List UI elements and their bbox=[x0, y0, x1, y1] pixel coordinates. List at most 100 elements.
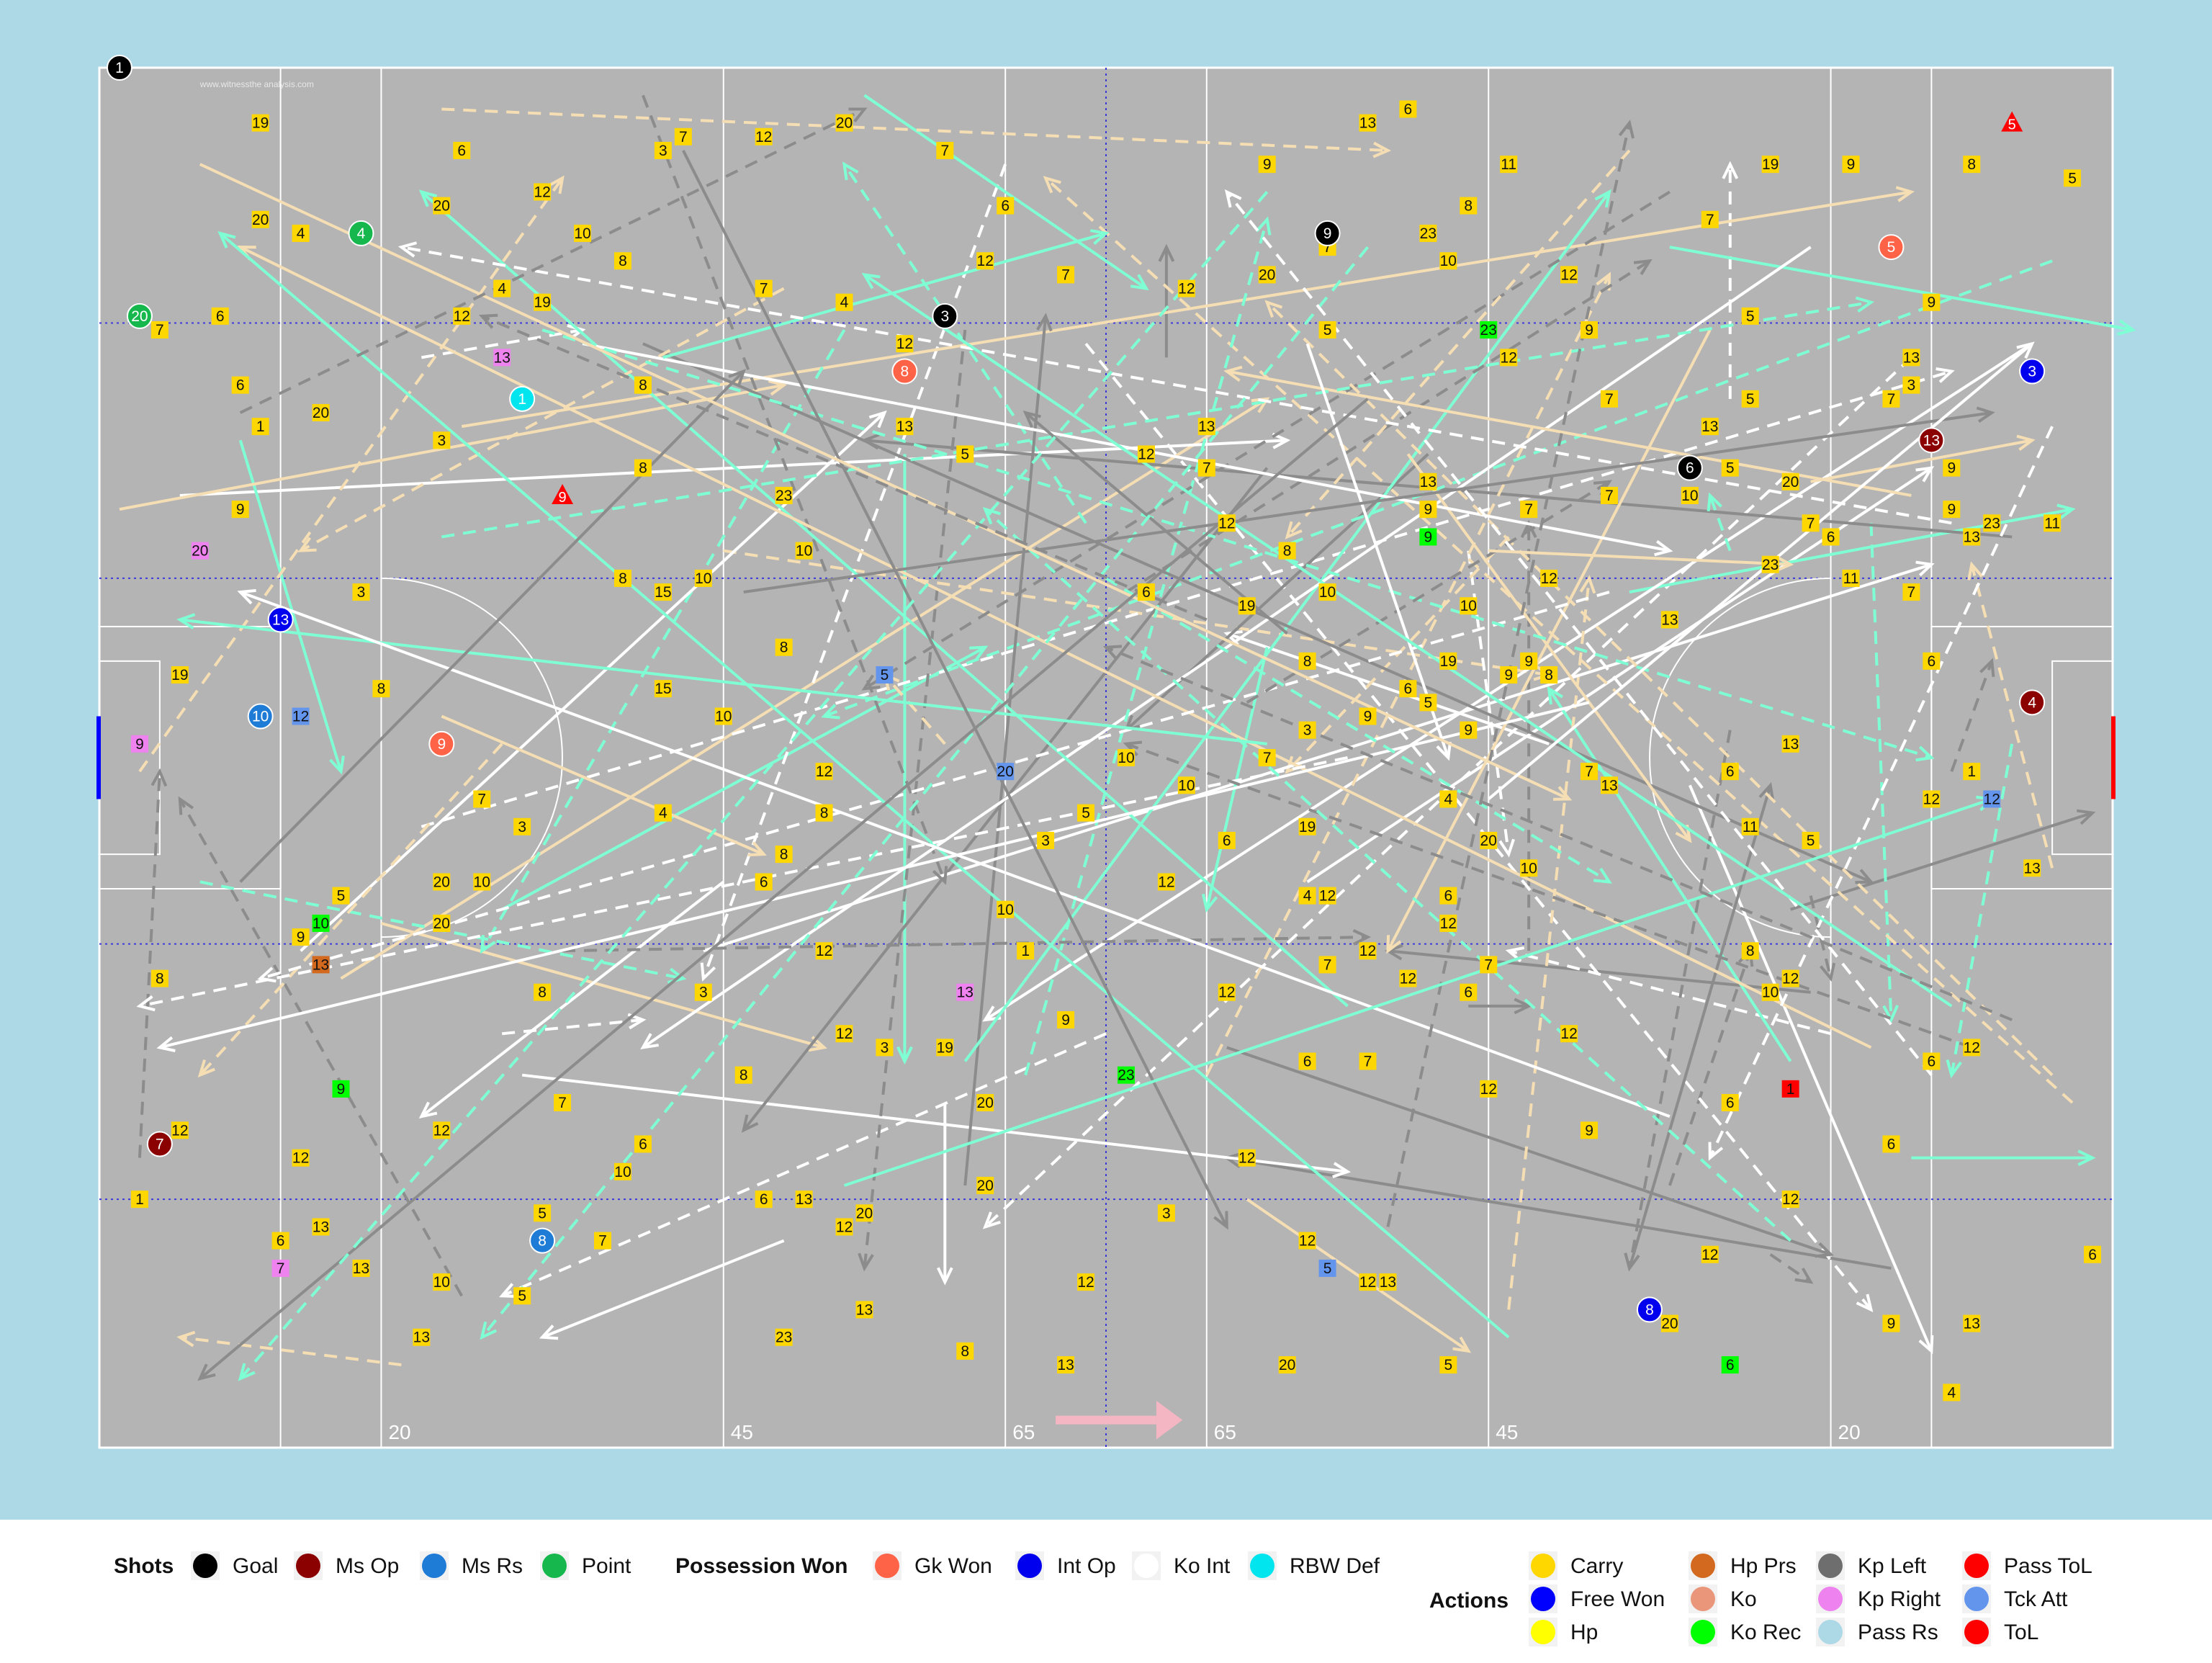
move-line bbox=[1305, 343, 1450, 758]
move-line bbox=[199, 398, 1369, 1380]
action-marker bbox=[795, 1191, 813, 1209]
action-marker-label: 13 bbox=[1903, 349, 1920, 366]
goal-left bbox=[96, 716, 101, 799]
move-arrowhead bbox=[297, 537, 317, 552]
action-marker bbox=[1399, 100, 1417, 118]
action-marker bbox=[1741, 817, 1759, 835]
action-marker bbox=[150, 969, 168, 987]
move-line bbox=[461, 190, 1912, 429]
action-marker bbox=[1660, 611, 1678, 629]
legend-actions-item-key bbox=[1531, 1620, 1555, 1644]
action-marker-label: 6 bbox=[1726, 763, 1735, 780]
shot-marker-label: 4 bbox=[357, 225, 366, 242]
action-marker bbox=[1923, 293, 1941, 311]
move-arrowhead bbox=[1593, 867, 1612, 884]
move-arrowhead bbox=[547, 175, 565, 194]
action-marker-label: 6 bbox=[1223, 833, 1231, 849]
action-marker-label: 13 bbox=[1359, 115, 1376, 132]
action-marker bbox=[1781, 735, 1799, 753]
action-marker-label: 13 bbox=[1420, 474, 1437, 490]
legend-shots-item-key bbox=[193, 1554, 217, 1578]
move-arrowhead bbox=[1224, 189, 1242, 208]
action-marker bbox=[1540, 569, 1558, 587]
action-marker-label: 9 bbox=[1424, 529, 1433, 545]
action-marker-label: 3 bbox=[881, 1039, 889, 1056]
action-marker bbox=[2023, 859, 2041, 877]
action-marker bbox=[997, 900, 1015, 918]
move-line bbox=[703, 562, 1932, 953]
move-arrowhead bbox=[397, 241, 418, 258]
action-marker bbox=[292, 928, 310, 946]
move-arrowhead bbox=[1223, 365, 1243, 382]
action-marker-label: 20 bbox=[856, 1205, 873, 1222]
move-arrowhead bbox=[1976, 406, 1995, 423]
move-line bbox=[239, 107, 866, 414]
move-line bbox=[1708, 495, 1732, 552]
move-arrowhead bbox=[1855, 296, 1875, 313]
action-marker bbox=[534, 1204, 552, 1222]
action-marker bbox=[130, 735, 148, 753]
action-marker bbox=[1057, 266, 1075, 284]
goal-right bbox=[2111, 716, 2116, 799]
action-marker-label: 13 bbox=[413, 1330, 430, 1346]
action-marker-label: 5 bbox=[1807, 833, 1815, 849]
move-arrowhead bbox=[197, 1059, 215, 1078]
action-marker bbox=[1298, 721, 1316, 739]
move-line bbox=[1406, 453, 1691, 842]
move-line bbox=[260, 591, 1610, 980]
action-marker bbox=[775, 638, 793, 656]
action-marker bbox=[1902, 376, 1920, 394]
action-marker bbox=[855, 1301, 873, 1319]
move-line bbox=[1386, 329, 1712, 952]
action-marker bbox=[1923, 1052, 1941, 1070]
legend-actions-item-label: Hp bbox=[1570, 1621, 1598, 1644]
action-marker-label: 7 bbox=[477, 791, 486, 807]
action-marker bbox=[1258, 156, 1276, 174]
move-arrowhead bbox=[176, 613, 196, 629]
move-line bbox=[984, 508, 1791, 1242]
move-line bbox=[441, 714, 765, 856]
move-line bbox=[1024, 219, 1269, 1076]
action-marker bbox=[1298, 1052, 1316, 1070]
action-marker-label: 12 bbox=[1560, 266, 1577, 283]
move-arrowhead bbox=[2016, 341, 2035, 359]
move-arrowhead bbox=[1915, 560, 1935, 577]
action-marker bbox=[1500, 349, 1518, 367]
action-marker bbox=[1439, 252, 1457, 270]
possession-marker bbox=[891, 358, 918, 385]
action-marker bbox=[613, 1162, 631, 1180]
action-marker-label: 13 bbox=[313, 1219, 329, 1235]
action-marker-label: 12 bbox=[1560, 1026, 1577, 1042]
action-marker-label: 3 bbox=[1907, 377, 1916, 394]
action-marker bbox=[1399, 680, 1417, 698]
action-marker bbox=[1137, 583, 1155, 601]
action-marker-label: 8 bbox=[1545, 667, 1553, 683]
action-marker-label: 20 bbox=[252, 212, 269, 228]
action-marker-label: 9 bbox=[1887, 1316, 1896, 1332]
action-marker bbox=[312, 404, 330, 421]
move-arrowhead bbox=[1936, 367, 1955, 383]
action-marker-label: 8 bbox=[1303, 653, 1312, 670]
move-arrowhead bbox=[842, 161, 859, 181]
shot-marker-label: 7 bbox=[156, 1136, 164, 1152]
move-line bbox=[863, 94, 1148, 290]
action-marker bbox=[1258, 749, 1276, 766]
move-lines bbox=[119, 94, 2136, 1381]
action-marker bbox=[1379, 1273, 1397, 1291]
action-marker-label: 12 bbox=[1158, 874, 1174, 890]
action-marker-label: 12 bbox=[1782, 1191, 1799, 1208]
action-marker bbox=[694, 983, 712, 1001]
action-marker bbox=[734, 1066, 752, 1084]
action-marker bbox=[1439, 914, 1457, 932]
distance-label: 65 bbox=[1214, 1421, 1236, 1443]
action-marker-label: 19 bbox=[1762, 156, 1779, 173]
action-marker-label: 7 bbox=[1323, 956, 1332, 973]
action-marker bbox=[956, 445, 974, 463]
possession-marker bbox=[1878, 234, 1905, 261]
action-marker-label: 20 bbox=[836, 115, 853, 132]
action-marker-label: 5 bbox=[518, 1288, 526, 1304]
shot-marker-label: 13 bbox=[1923, 432, 1940, 449]
action-marker bbox=[1480, 1080, 1498, 1098]
shot-marker bbox=[932, 302, 958, 329]
action-marker-label: 13 bbox=[1701, 418, 1718, 435]
